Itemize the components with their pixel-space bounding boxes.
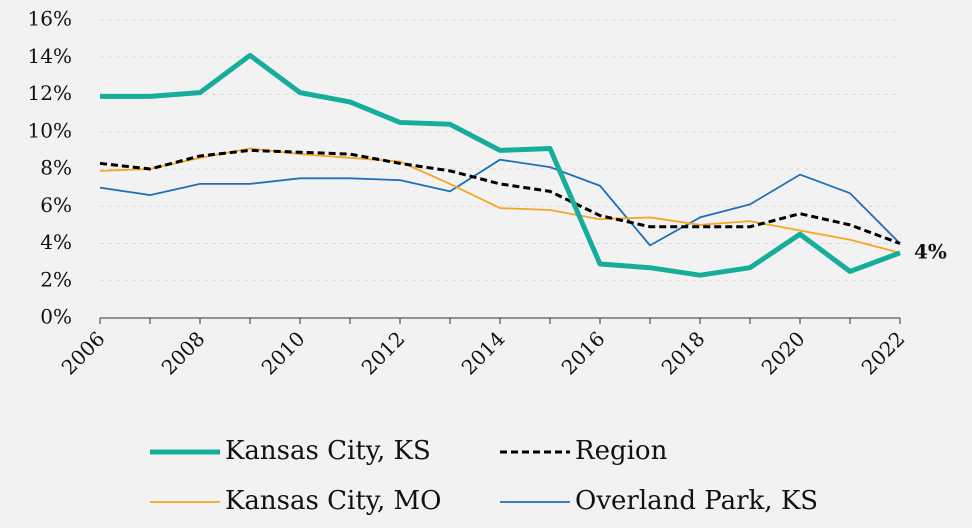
value-label: 4% <box>914 239 947 263</box>
legend-label: Kansas City, KS <box>225 436 431 466</box>
series-line <box>100 52 901 278</box>
y-tick-label: 14% <box>28 44 72 68</box>
x-tick-label: 2022 <box>857 327 910 380</box>
x-tick-label: 2008 <box>157 327 210 380</box>
y-tick-label: 4% <box>40 230 72 254</box>
x-tick-label: 2016 <box>557 327 610 380</box>
x-tick-label: 2020 <box>757 327 810 380</box>
legend-label: Overland Park, KS <box>575 486 818 516</box>
y-tick-label: 12% <box>28 81 72 105</box>
x-tick-label: 2012 <box>357 327 410 380</box>
y-tick-label: 16% <box>28 7 72 31</box>
y-tick-label: 2% <box>40 267 72 291</box>
legend-label: Kansas City, MO <box>225 486 441 516</box>
series-line <box>99 148 901 245</box>
x-tick-label: 2010 <box>257 327 310 380</box>
x-tick-label: 2006 <box>57 327 110 380</box>
y-tick-label: 0% <box>40 305 72 329</box>
x-tick-label: 2018 <box>657 327 710 380</box>
legend-label: Region <box>575 436 668 466</box>
series-line <box>99 147 901 254</box>
series-line <box>99 158 901 247</box>
y-tick-label: 6% <box>40 193 72 217</box>
y-tick-label: 10% <box>28 118 72 142</box>
y-tick-label: 8% <box>40 156 72 180</box>
x-tick-label: 2014 <box>457 327 510 380</box>
